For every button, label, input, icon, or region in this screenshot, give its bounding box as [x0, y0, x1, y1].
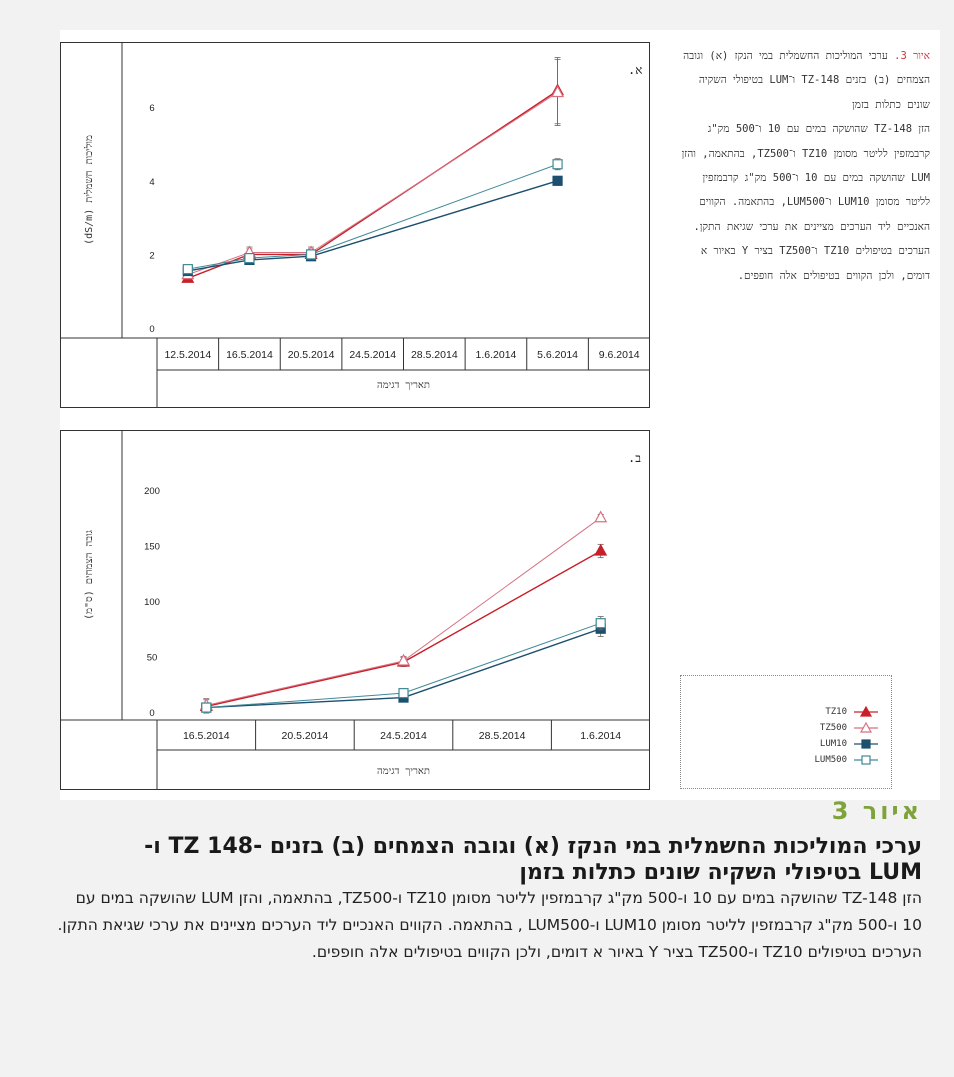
- legend-item-lum10: LUM10: [820, 736, 879, 752]
- series-line: [187, 163, 558, 270]
- series-tz500: [199, 510, 608, 713]
- legend-label: TZ10: [825, 707, 847, 717]
- series-line: [187, 180, 558, 272]
- square-open-icon: [854, 755, 878, 765]
- series-lum500: [182, 158, 563, 275]
- side-caption-label: איור 3.: [894, 50, 930, 62]
- x-tick-label: 16.5.2014: [226, 349, 273, 361]
- series-tz10: [199, 543, 608, 714]
- x-tick-label: 16.5.2014: [183, 730, 230, 742]
- triangle-open-icon: [854, 722, 878, 733]
- chart-panel-2: 16.5.2014 20.5.2014 24.5.2014 28.5.2014 1.6.…: [60, 430, 650, 790]
- legend-label: LUM500: [814, 755, 847, 765]
- y-tick-label: 0: [149, 708, 154, 719]
- legend-item-tz10: TZ10: [825, 704, 879, 720]
- x-tick-label: 1.6.2014: [476, 349, 517, 361]
- y-tick-label: 100: [144, 597, 160, 608]
- legend-label: LUM10: [819, 739, 847, 749]
- charts-canvas: 12.5.2014 16.5.2014 20.5.2014 24.5.2014 28.5…: [60, 42, 650, 790]
- x-tick-label: 24.5.2014: [380, 730, 427, 742]
- figure-title: ערכי המוליכות החשמלית במי הנקז (א) וגובה…: [144, 834, 922, 885]
- chart-frame: [60, 430, 650, 790]
- figure-number: איור 3: [831, 797, 922, 825]
- x-tick-label: 1.6.2014: [580, 730, 621, 742]
- triangle-filled-icon: [854, 706, 878, 717]
- lum500-marker: [398, 688, 409, 699]
- x-tick-label: 20.5.2014: [282, 730, 329, 742]
- legend: TZ10 TZ500 LUM10 LUM500: [680, 675, 892, 789]
- x-tick-label: 5.6.2014: [537, 349, 578, 361]
- x-tick-label: 24.5.2014: [349, 349, 396, 361]
- figure-body: הזן TZ-148 שהושקה במים עם 10 ו-500 מק"ג …: [57, 889, 922, 961]
- legend-item-tz500: TZ500: [820, 720, 879, 736]
- side-caption-text: ערכי המוליכות החשמלית במי הנקז (א) וגובה…: [683, 50, 930, 111]
- series-lum10: [182, 175, 563, 277]
- side-caption-body: הזן TZ-148 שהושקה במים עם 10 ו־500 מק"ג …: [681, 123, 930, 282]
- y-tick-label: 0: [149, 324, 154, 335]
- lum500-marker: [305, 249, 317, 260]
- figure-panel: 12.5.2014 16.5.2014 20.5.2014 24.5.2014 28.5…: [60, 30, 940, 800]
- y-tick-label: 50: [147, 652, 158, 663]
- lum500-marker: [244, 252, 255, 264]
- series-tz10: [181, 57, 565, 283]
- panel-label: ב.: [628, 451, 641, 465]
- y-tick-label: 6: [149, 103, 154, 114]
- x-axis-label: תאריך דגימה: [377, 766, 430, 777]
- tz500-marker: [551, 85, 565, 98]
- x-axis-label: תאריך דגימה: [377, 380, 430, 391]
- lum10-marker: [552, 175, 563, 186]
- series-lum500: [201, 616, 606, 713]
- lum500-marker: [595, 618, 606, 629]
- y-tick-label: 200: [144, 486, 160, 497]
- x-tick-label: 28.5.2014: [411, 349, 458, 361]
- lum500-marker: [182, 264, 193, 275]
- chart-frame: [60, 42, 650, 408]
- series-line: [206, 550, 602, 708]
- legend-label: TZ500: [819, 723, 847, 733]
- y-tick-label: 4: [149, 177, 154, 188]
- series-line: [187, 92, 558, 276]
- chart-panel-1: 12.5.2014 16.5.2014 20.5.2014 24.5.2014 28.5…: [60, 42, 650, 408]
- legend-item-lum500: LUM500: [814, 752, 879, 768]
- side-caption: איור 3. ערכי המוליכות החשמלית במי הנקז (…: [680, 44, 930, 288]
- y-tick-label: 150: [144, 541, 160, 552]
- lum500-marker: [552, 159, 563, 170]
- x-tick-label: 9.6.2014: [599, 349, 640, 361]
- x-tick-label: 28.5.2014: [479, 730, 526, 742]
- tz500-marker: [594, 510, 608, 523]
- y-tick-label: 2: [149, 250, 154, 261]
- y-axis-label: מוליכות חשמלית (dS/m): [83, 135, 95, 245]
- panel-label: א.: [628, 63, 642, 77]
- tz500-marker: [396, 653, 411, 666]
- tz10-marker: [594, 543, 608, 556]
- series-line: [206, 517, 601, 706]
- y-axis-label: גובה הצמחים (ס"מ): [84, 530, 95, 620]
- square-filled-icon: [854, 739, 878, 749]
- x-tick-label: 20.5.2014: [288, 349, 335, 361]
- x-tick-label: 12.5.2014: [164, 349, 211, 361]
- series-tz500: [181, 58, 565, 280]
- lum500-marker: [201, 702, 212, 713]
